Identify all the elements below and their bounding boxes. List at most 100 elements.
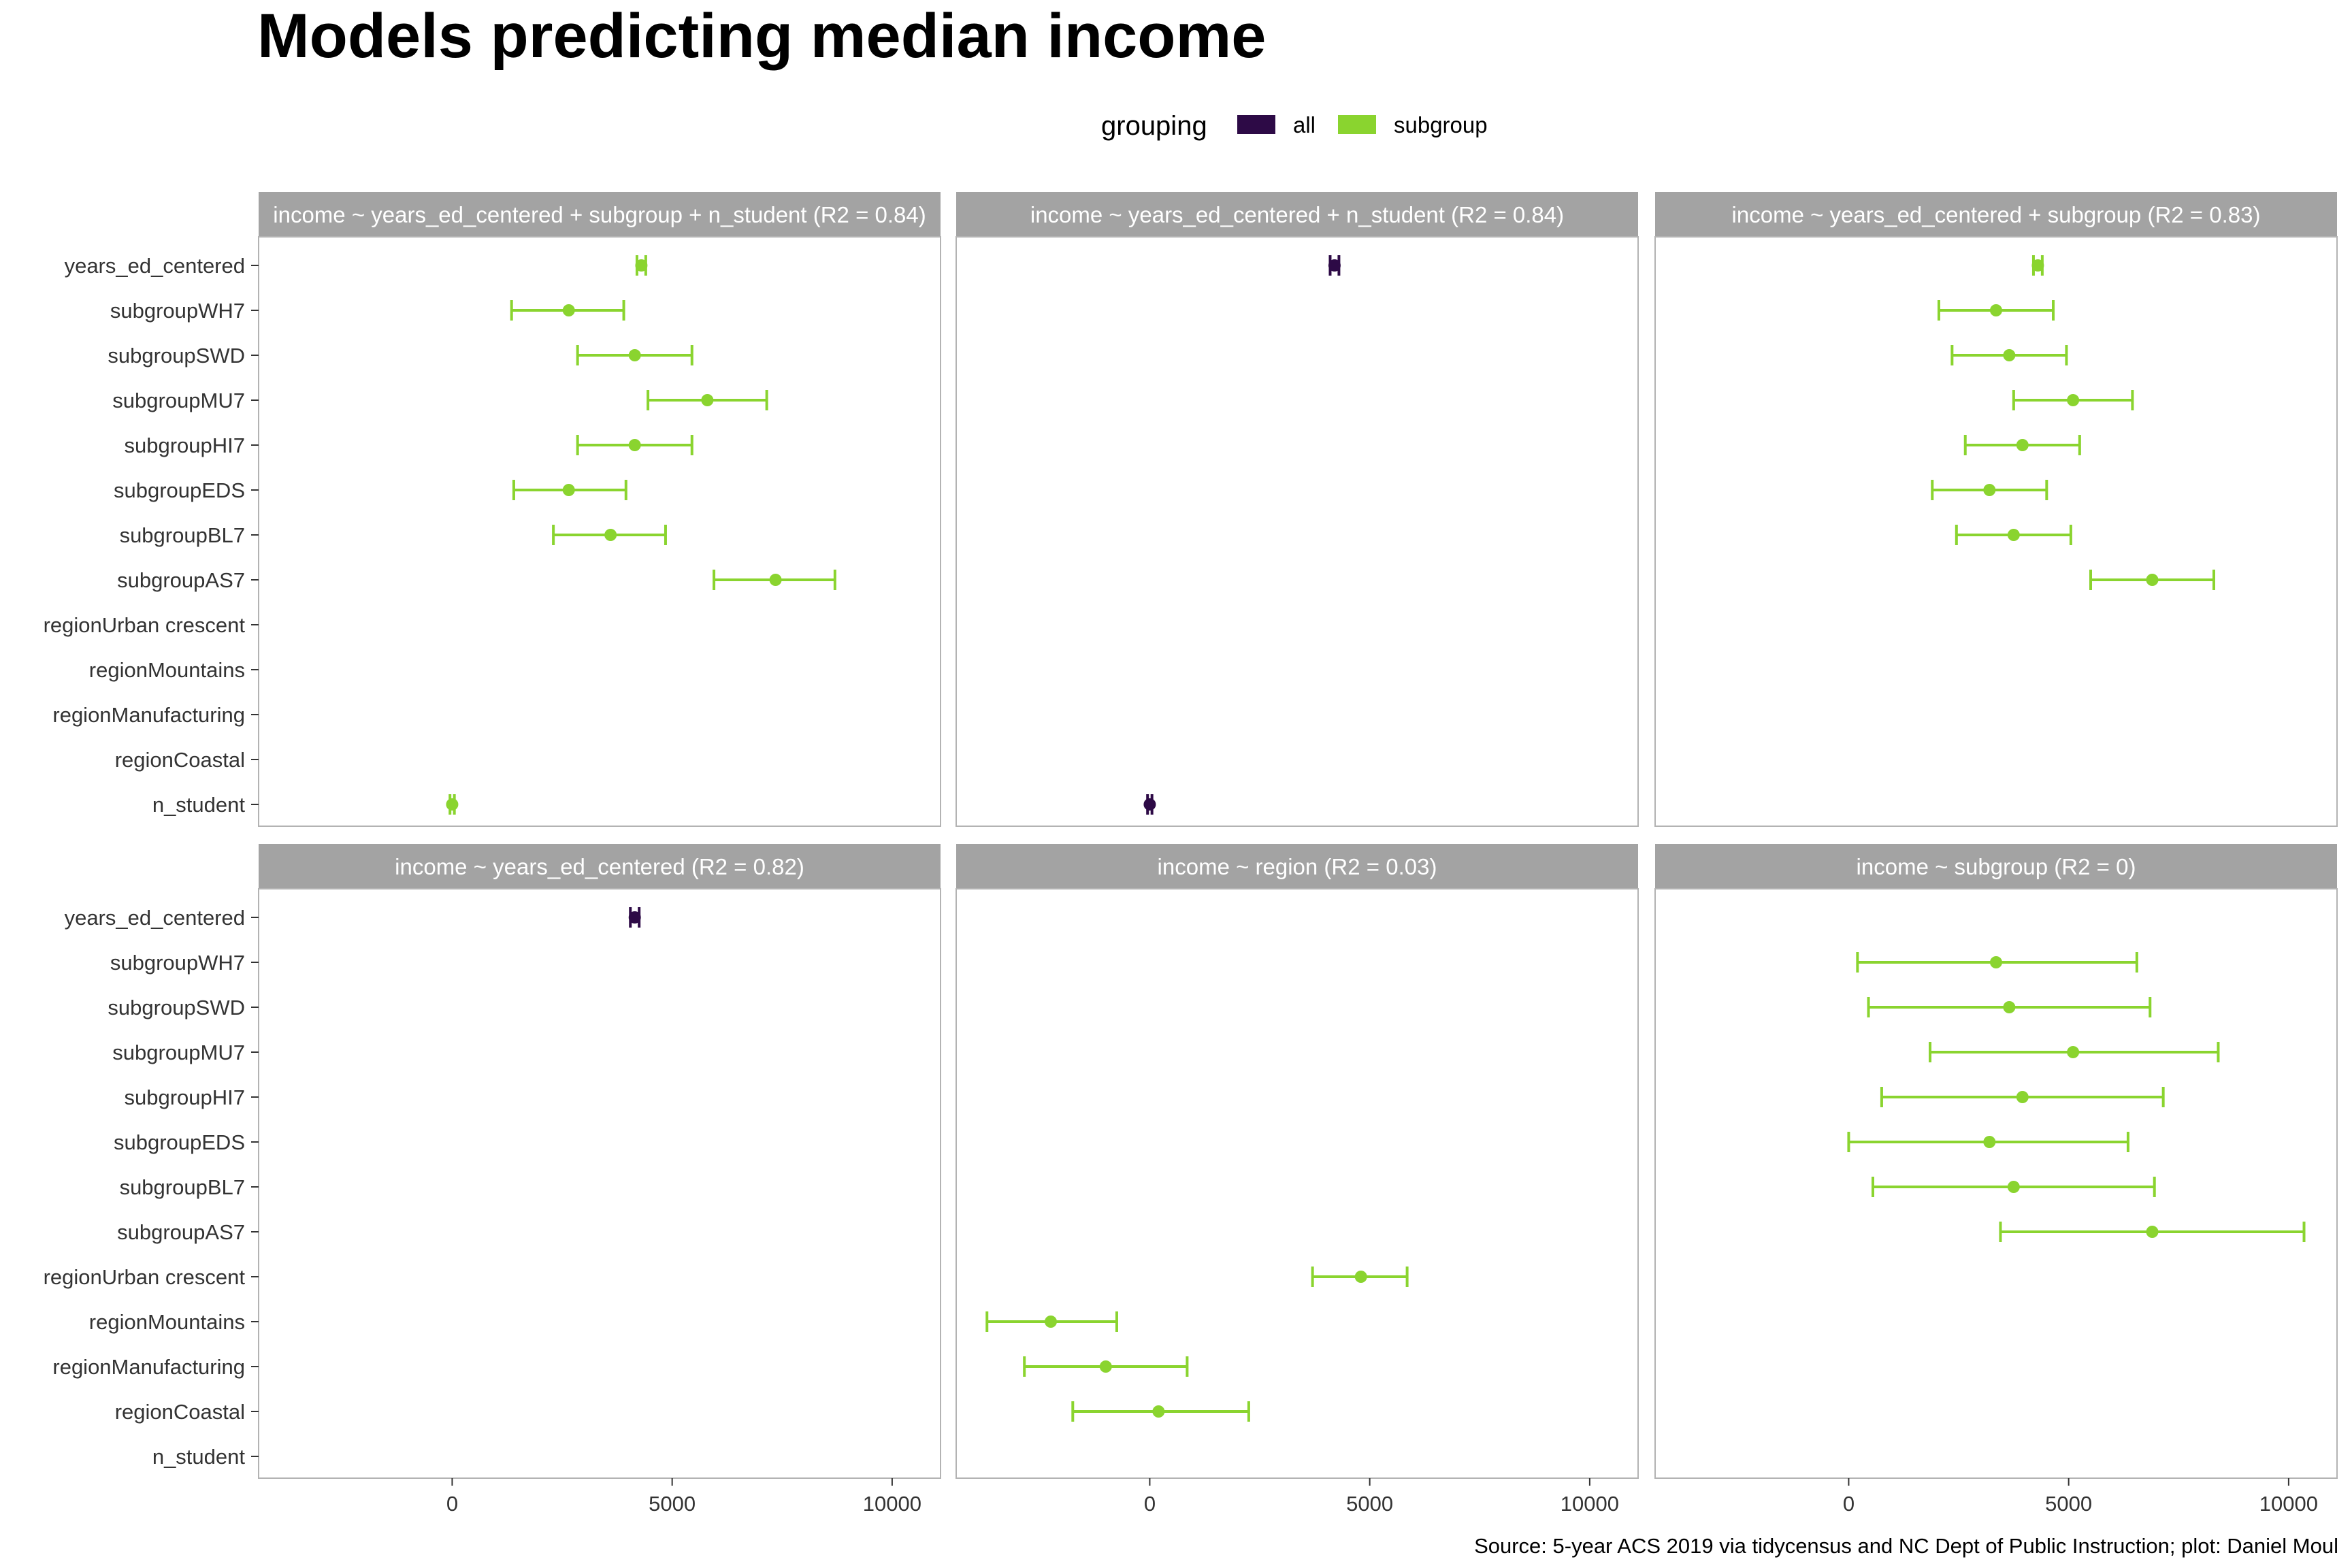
estimate-point (701, 394, 714, 406)
facet-strip (259, 192, 941, 237)
estimate-point (2016, 439, 2029, 451)
facet-strip-label: income ~ years_ed_centered + n_student (… (1030, 202, 1564, 227)
estimate-point (2003, 1001, 2016, 1013)
y-tick-label: subgroupHI7 (124, 434, 245, 457)
chart-caption: Source: 5-year ACS 2019 via tidycensus a… (1474, 1534, 2338, 1558)
y-tick-label: regionUrban crescent (44, 613, 246, 637)
y-tick-label: subgroupAS7 (117, 1220, 245, 1244)
x-tick-label: 0 (446, 1492, 458, 1516)
x-tick-label: 5000 (2045, 1492, 2092, 1516)
y-tick-label: subgroupSWD (108, 344, 245, 368)
estimate-point (562, 304, 575, 316)
facet-panel: income ~ years_ed_centered + subgroup + … (44, 192, 941, 827)
y-tick-label: subgroupMU7 (112, 1041, 245, 1064)
panel-border (1654, 888, 2338, 1479)
y-tick-label: subgroupEDS (114, 1130, 245, 1154)
legend-key-subgroup (1338, 115, 1376, 134)
estimate-point (2007, 1181, 2020, 1193)
estimate-point (1990, 304, 2002, 316)
y-tick-label: subgroupWH7 (110, 299, 245, 323)
x-tick-label: 10000 (863, 1492, 921, 1516)
facet-strip-label: income ~ region (R2 = 0.03) (1158, 854, 1437, 879)
estimate-point (562, 484, 575, 496)
y-tick-label: subgroupWH7 (110, 951, 245, 975)
legend-label-subgroup: subgroup (1394, 112, 1488, 137)
estimate-point (628, 349, 641, 361)
x-tick-label: 0 (1144, 1492, 1156, 1516)
estimate-point (635, 259, 648, 272)
facet-strip-label: income ~ years_ed_centered (R2 = 0.82) (395, 854, 804, 879)
legend-title: grouping (1101, 111, 1207, 141)
estimate-point (2146, 574, 2159, 586)
estimate-point (769, 574, 782, 586)
y-tick-label: subgroupSWD (108, 996, 245, 1019)
facet-strip-label: income ~ years_ed_centered + subgroup (R… (1732, 202, 2261, 227)
y-tick-label: regionCoastal (115, 748, 245, 772)
estimate-point (1354, 1271, 1367, 1283)
y-tick-label: years_ed_centered (65, 254, 245, 278)
facet-strip (259, 844, 941, 889)
estimate-point (2031, 259, 2044, 272)
y-tick-label: subgroupEDS (114, 478, 245, 502)
facet-strip (1655, 192, 2337, 237)
chart-title: Models predicting median income (257, 1, 1266, 71)
facet-panels: income ~ years_ed_centered + subgroup + … (44, 192, 2338, 1516)
estimate-point (2003, 349, 2016, 361)
facet-panel: income ~ subgroup (R2 = 0) 0 5000 10000 (1654, 844, 2338, 1516)
legend-key-all (1237, 115, 1275, 134)
estimate-point (1328, 259, 1341, 272)
legend-label-all: all (1293, 112, 1316, 137)
estimate-point (1983, 1136, 1996, 1148)
panel-border (258, 888, 941, 1479)
estimate-point (2067, 394, 2080, 406)
y-tick-label: n_student (152, 793, 246, 817)
estimate-point (1152, 1405, 1165, 1418)
estimate-point (1044, 1316, 1057, 1328)
y-tick-label: years_ed_centered (65, 906, 245, 930)
x-tick-label: 5000 (1346, 1492, 1393, 1516)
estimate-point (2067, 1046, 2080, 1058)
y-tick-label: regionCoastal (115, 1400, 245, 1424)
y-tick-label: subgroupMU7 (112, 389, 245, 412)
y-tick-label: subgroupBL7 (120, 1175, 245, 1199)
estimate-point (628, 911, 641, 924)
facet-strip-label: income ~ subgroup (R2 = 0) (1857, 854, 2136, 879)
x-tick-label: 10000 (1561, 1492, 1619, 1516)
legend: grouping all subgroup (1101, 111, 1488, 141)
facet-panel: income ~ region (R2 = 0.03) 0 5000 10000 (956, 844, 1639, 1516)
y-tick-label: regionManufacturing (52, 1355, 245, 1379)
estimate-point (446, 798, 459, 811)
panel-border (956, 888, 1639, 1479)
facet-strip (956, 192, 1638, 237)
x-tick-label: 0 (1843, 1492, 1855, 1516)
x-tick-label: 5000 (649, 1492, 696, 1516)
estimate-point (1099, 1360, 1112, 1373)
facet-strip-label: income ~ years_ed_centered + subgroup + … (273, 202, 926, 227)
panel-border (956, 236, 1639, 827)
estimate-point (1990, 956, 2002, 968)
y-tick-label: regionUrban crescent (44, 1265, 246, 1289)
y-tick-label: n_student (152, 1445, 246, 1469)
estimate-point (604, 529, 617, 541)
y-tick-label: subgroupHI7 (124, 1085, 245, 1109)
y-tick-label: regionMountains (89, 1310, 245, 1334)
facet-panel: income ~ years_ed_centered + n_student (… (956, 192, 1639, 827)
estimate-point (2007, 529, 2020, 541)
facet-strip (1655, 844, 2337, 889)
estimate-point (2016, 1091, 2029, 1103)
panel-border (1654, 236, 2338, 827)
estimate-point (2146, 1226, 2159, 1238)
x-tick-label: 10000 (2259, 1492, 2318, 1516)
panel-border (258, 236, 941, 827)
y-tick-label: subgroupBL7 (120, 523, 245, 547)
y-tick-label: regionManufacturing (52, 703, 245, 727)
facet-panel: income ~ years_ed_centered + subgroup (R… (1654, 192, 2338, 827)
estimate-point (1143, 798, 1156, 811)
estimate-point (1983, 484, 1996, 496)
estimate-point (628, 439, 641, 451)
facet-strip (956, 844, 1638, 889)
y-tick-label: subgroupAS7 (117, 568, 245, 592)
facet-panel: income ~ years_ed_centered (R2 = 0.82) ye… (44, 844, 941, 1516)
